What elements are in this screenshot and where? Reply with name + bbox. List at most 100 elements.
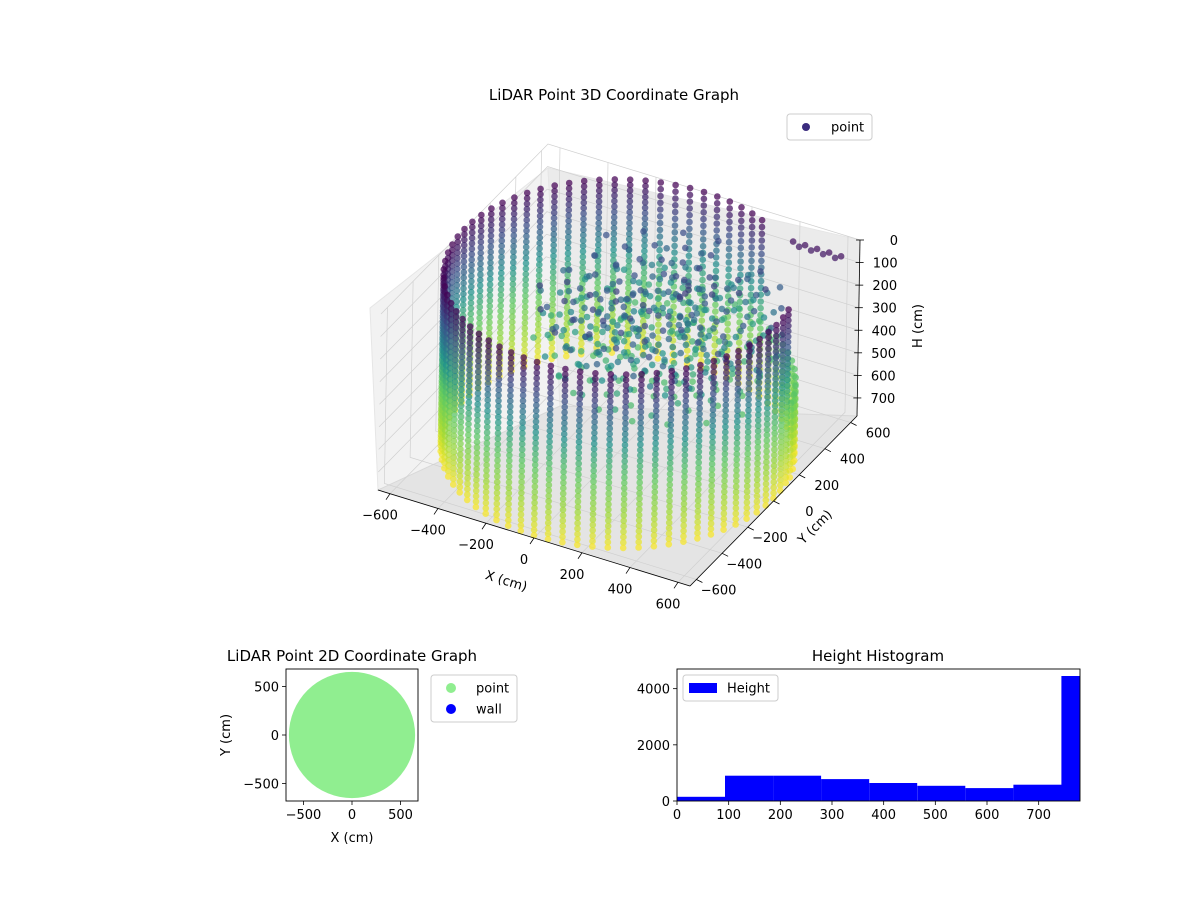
data-point-3d [565,195,573,203]
data-point-3d [546,443,553,451]
data-point-3d [523,211,531,218]
data-point-3d [598,377,606,384]
data-point-3d [460,285,467,292]
data-point-3d [523,233,530,240]
data-point-3d [506,452,513,459]
gridline-z [378,256,859,428]
data-point-3d [442,257,449,265]
data-point-3d [517,522,525,529]
data-point-3d [465,404,473,412]
data-point-3d [517,516,525,524]
data-point-3d [445,467,452,475]
data-point-3d [576,389,584,397]
data-point-3d [575,460,582,467]
data-point-3d [576,400,583,408]
histogram-bar [869,783,918,801]
data-point-3d [574,536,581,543]
data-point-3d [755,379,763,386]
data-point-3d [477,276,484,284]
data-point-3d [586,272,593,280]
data-point-3d [682,375,690,383]
data-point-3d [651,505,658,512]
data-point-3d [656,219,664,227]
data-point-3d [532,412,540,420]
data-point-3d [457,424,465,431]
data-point-3d [494,457,501,464]
data-point-3d [694,513,702,520]
data-point-3d [523,195,531,202]
x-tick-label: 500 [923,808,948,823]
data-point-3d [621,479,628,487]
data-point-3d [509,275,517,283]
data-point-3d [763,437,771,444]
data-point-3d [445,446,453,453]
data-point-3d [465,399,473,406]
data-point-3d [652,407,660,415]
chart-2d-legend-label-wall: wall [476,703,502,718]
data-point-3d [469,218,476,226]
data-point-3d [611,181,618,189]
data-point-3d [733,467,740,474]
data-point-3d [579,237,587,244]
y-tick-mark [850,422,857,426]
data-point-3d [685,298,693,306]
data-point-3d [622,382,630,389]
histogram-bar [1061,676,1080,801]
data-point-3d [783,403,791,411]
histogram-legend: Height [682,674,779,702]
data-point-3d [464,453,472,460]
data-point-3d [575,482,582,489]
data-point-3d [546,460,553,467]
data-point-3d [778,400,785,408]
data-point-3d [609,318,617,326]
data-point-3d [457,418,465,426]
data-point-3d [576,361,583,369]
data-point-3d [505,500,512,508]
data-point-3d [463,496,471,504]
data-point-3d [523,222,530,229]
data-point-3d [754,465,761,473]
data-point-3d [695,486,702,493]
data-point-3d [708,498,715,506]
data-point-3d [533,369,541,377]
data-point-3d [704,358,711,365]
data-point-3d [737,251,744,258]
data-point-3d [460,252,468,260]
data-point-3d [764,399,771,406]
data-point-3d [509,280,517,288]
data-point-3d [485,353,492,361]
data-point-3d [622,393,630,400]
data-point-3d [625,284,632,292]
data-point-3d [680,533,687,540]
y-tick-label: 200 [814,479,839,494]
data-point-3d [590,489,597,496]
data-point-3d [665,541,673,548]
data-point-3d [467,288,475,296]
data-point-3d [683,365,690,372]
data-point-3d [671,235,678,243]
data-point-3d [550,247,557,254]
data-point-3d [743,493,751,501]
data-point-3d [734,391,742,398]
data-point-3d [777,433,785,440]
data-point-3d [460,296,467,303]
data-point-3d [534,342,542,350]
data-point-3d [611,208,618,216]
data-point-3d [494,446,502,453]
data-point-3d [549,306,556,314]
data-point-3d [574,492,582,500]
data-point-3d [672,195,679,202]
data-point-3d [666,470,674,478]
data-point-3d [682,392,690,399]
data-point-3d [457,451,464,458]
data-point-3d [545,514,552,521]
data-point-3d [450,481,457,488]
data-point-3d [533,402,540,409]
data-point-3d [475,341,483,348]
data-point-3d [508,324,516,331]
data-point-3d [745,412,752,420]
data-point-3d [505,489,513,497]
data-point-3d [637,425,644,432]
data-point-3d [531,515,538,523]
data-point-3d [595,209,603,216]
